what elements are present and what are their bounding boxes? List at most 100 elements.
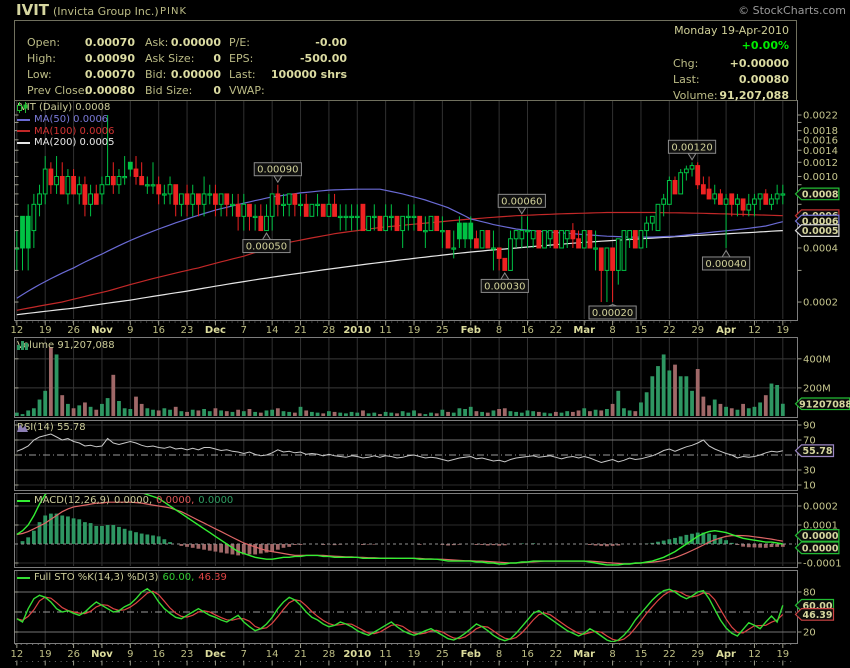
svg-text:0.0016: 0.0016	[803, 135, 838, 146]
svg-text:200M: 200M	[803, 383, 831, 394]
svg-text:2010: 2010	[343, 649, 371, 660]
svg-text:12: 12	[10, 649, 23, 660]
legend-ma50-label: MA(50) 0.0006	[34, 114, 109, 125]
svg-text:12: 12	[748, 649, 761, 660]
chart-date: Monday 19-Apr-2010	[674, 24, 789, 37]
svg-text:0.0022: 0.0022	[803, 111, 838, 122]
quote-label: Ask:	[145, 36, 169, 49]
legend-macd-label: MACD(12,26,9)	[34, 495, 110, 506]
svg-text:0.0005: 0.0005	[802, 226, 839, 237]
quote-label: Chg:	[673, 57, 699, 70]
svg-text:29: 29	[691, 325, 704, 336]
candlesticks	[15, 115, 786, 303]
svg-text:400M: 400M	[803, 354, 831, 365]
legend-ma200: MA(200) 0.0005	[17, 137, 115, 148]
svg-text:23: 23	[181, 649, 194, 660]
moving-averages	[16, 188, 783, 316]
svg-text:Apr: Apr	[716, 325, 736, 336]
svg-text:8: 8	[496, 649, 502, 660]
svg-text:0.00050: 0.00050	[246, 242, 287, 253]
quote-value: 91,207,088	[719, 89, 789, 102]
volume-bars	[15, 347, 785, 416]
svg-text:19: 19	[776, 649, 789, 660]
quote-label: Prev Close:	[27, 84, 89, 97]
svg-text:0.00060: 0.00060	[501, 196, 542, 207]
svg-text:14: 14	[266, 649, 279, 660]
rsi-line	[16, 433, 783, 464]
quote-value: 0.00000	[170, 36, 221, 49]
svg-text:0.00020: 0.00020	[592, 308, 633, 319]
svg-text:15: 15	[635, 325, 648, 336]
svg-text:46.39: 46.39	[802, 610, 832, 621]
svg-text:16: 16	[152, 325, 165, 336]
svg-text:0.00040: 0.00040	[705, 259, 746, 270]
svg-text:16: 16	[521, 325, 534, 336]
svg-text:14: 14	[266, 325, 279, 336]
svg-text:Mar: Mar	[573, 325, 595, 336]
legend-rsi: RSI(14) 55.78	[17, 422, 86, 433]
svg-text:25: 25	[436, 325, 449, 336]
candlestick-icon	[17, 102, 28, 113]
svg-text:0.0002: 0.0002	[803, 502, 838, 513]
svg-text:8: 8	[496, 325, 502, 336]
ma50-swatch-icon	[17, 118, 30, 121]
svg-text:91207088: 91207088	[799, 399, 850, 410]
svg-text:19: 19	[408, 649, 421, 660]
quote-value: -500.00	[299, 52, 347, 65]
quote-label: Last:	[229, 68, 256, 81]
svg-text:7: 7	[241, 325, 247, 336]
quote-value: +0.00000	[729, 57, 789, 70]
svg-text:55.78: 55.78	[802, 446, 832, 457]
quote-value: 0	[213, 52, 221, 65]
svg-text:0.0000: 0.0000	[802, 543, 839, 554]
svg-text:11: 11	[379, 325, 392, 336]
rsi-mountain-icon	[17, 424, 28, 432]
quote-value: 0.00090	[84, 52, 135, 65]
svg-text:21: 21	[294, 649, 307, 660]
quote-label: Ask Size:	[145, 52, 195, 65]
quote-label: P/E:	[229, 36, 250, 49]
svg-text:22: 22	[663, 649, 676, 660]
legend-macd-value1: 0.0000,	[113, 495, 153, 506]
svg-text:0.00030: 0.00030	[484, 281, 525, 292]
quote-label: EPS:	[229, 52, 254, 65]
quote-value: 0.00070	[84, 36, 135, 49]
svg-text:19: 19	[39, 325, 52, 336]
svg-text:23: 23	[181, 325, 194, 336]
svg-text:-0.0001: -0.0001	[803, 559, 842, 570]
svg-text:7: 7	[241, 649, 247, 660]
svg-text:0.0001: 0.0001	[803, 521, 838, 532]
quote-value: 0	[213, 84, 221, 97]
company-name: (Invicta Group Inc.)	[53, 5, 159, 18]
svg-text:Apr: Apr	[716, 649, 736, 660]
svg-text:15: 15	[635, 649, 648, 660]
svg-text:0.0010: 0.0010	[803, 172, 838, 183]
svg-text:30: 30	[803, 466, 816, 477]
svg-text:11: 11	[379, 649, 392, 660]
macd-line-icon	[17, 499, 30, 502]
legend-sto-label: Full STO %K(14,3) %D(3)	[34, 572, 159, 583]
svg-text:0.0014: 0.0014	[803, 146, 838, 157]
quote-label: Bid:	[145, 68, 167, 81]
quote-value: -0.00	[315, 36, 347, 49]
svg-text:Nov: Nov	[91, 325, 113, 336]
copyright: © StockCharts.com	[738, 4, 846, 17]
svg-text:28: 28	[323, 325, 336, 336]
legend-sto-d-value: 46.39	[198, 572, 227, 583]
legend-ma100-label: MA(100) 0.0006	[34, 125, 115, 137]
svg-text:2010: 2010	[343, 325, 371, 336]
svg-text:26: 26	[67, 649, 80, 660]
svg-text:10: 10	[803, 481, 816, 492]
svg-text:0.0002: 0.0002	[803, 298, 838, 309]
svg-text:0.00090: 0.00090	[257, 165, 298, 176]
svg-text:9: 9	[127, 649, 133, 660]
price-tags: 0.00060.00060.00050.00089120708855.780.0…	[794, 187, 850, 621]
quote-label: Bid Size:	[145, 84, 193, 97]
svg-text:29: 29	[691, 649, 704, 660]
legend-macd: MACD(12,26,9) 0.0000, 0.0000, 0.0000	[17, 495, 233, 506]
legend-main: IVIT (Daily) 0.0008	[17, 102, 110, 113]
svg-text:Dec: Dec	[205, 325, 226, 336]
svg-text:80: 80	[803, 588, 816, 599]
legend-ma50: MA(50) 0.0006	[17, 114, 108, 125]
